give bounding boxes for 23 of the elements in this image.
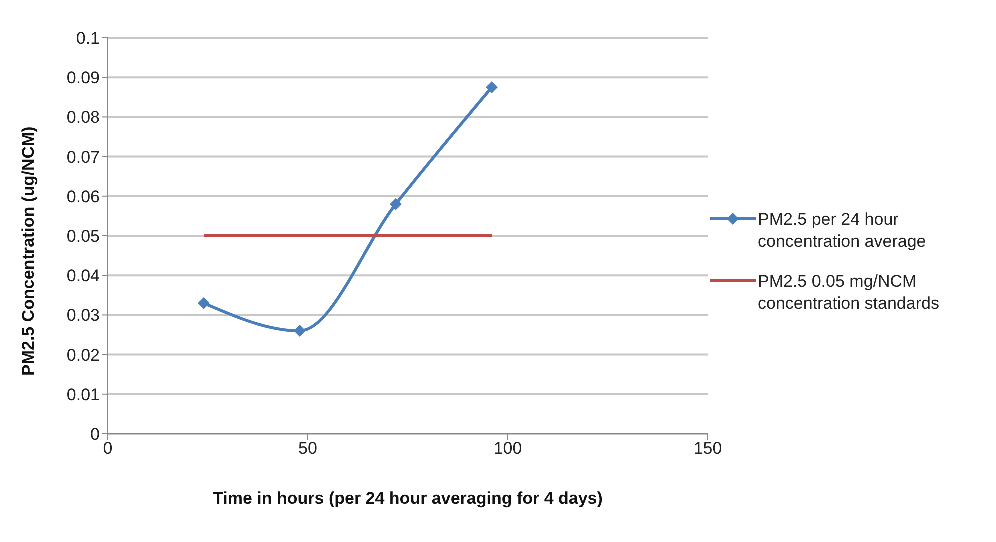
x-tick-label: 50 [298, 439, 318, 458]
legend-label: PM2.5 0.05 mg/NCM concentration standards [758, 271, 940, 315]
y-tick-label: 0.06 [66, 187, 100, 206]
y-tick-label: 0.1 [76, 29, 100, 48]
point [486, 82, 498, 94]
x-tick-label: 0 [103, 439, 113, 458]
point [390, 198, 402, 210]
y-tick-label: 0.02 [66, 346, 100, 365]
y-tick-label: 0.09 [66, 68, 100, 88]
point [294, 325, 306, 338]
y-axis-title: PM2.5 Concentration (ug/NCM) [19, 126, 38, 376]
y-tick-label: 0.01 [66, 385, 100, 404]
legend-label: PM2.5 per 24 hour concentration average [758, 209, 928, 253]
y-tick-label: 0.05 [66, 227, 100, 246]
point [198, 297, 210, 310]
x-tick-label: 100 [494, 439, 522, 458]
y-tick-label: 0.08 [66, 108, 100, 128]
y-tick-label: 0.04 [66, 266, 100, 286]
x-tick-label: 150 [694, 439, 722, 458]
y-tick-label: 0.03 [66, 306, 100, 326]
y-tick-label: 0 [90, 425, 100, 444]
y-tick-label: 0.07 [66, 148, 100, 167]
x-axis-title: Time in hours (per 24 hour averaging for 4 days) [213, 489, 603, 508]
